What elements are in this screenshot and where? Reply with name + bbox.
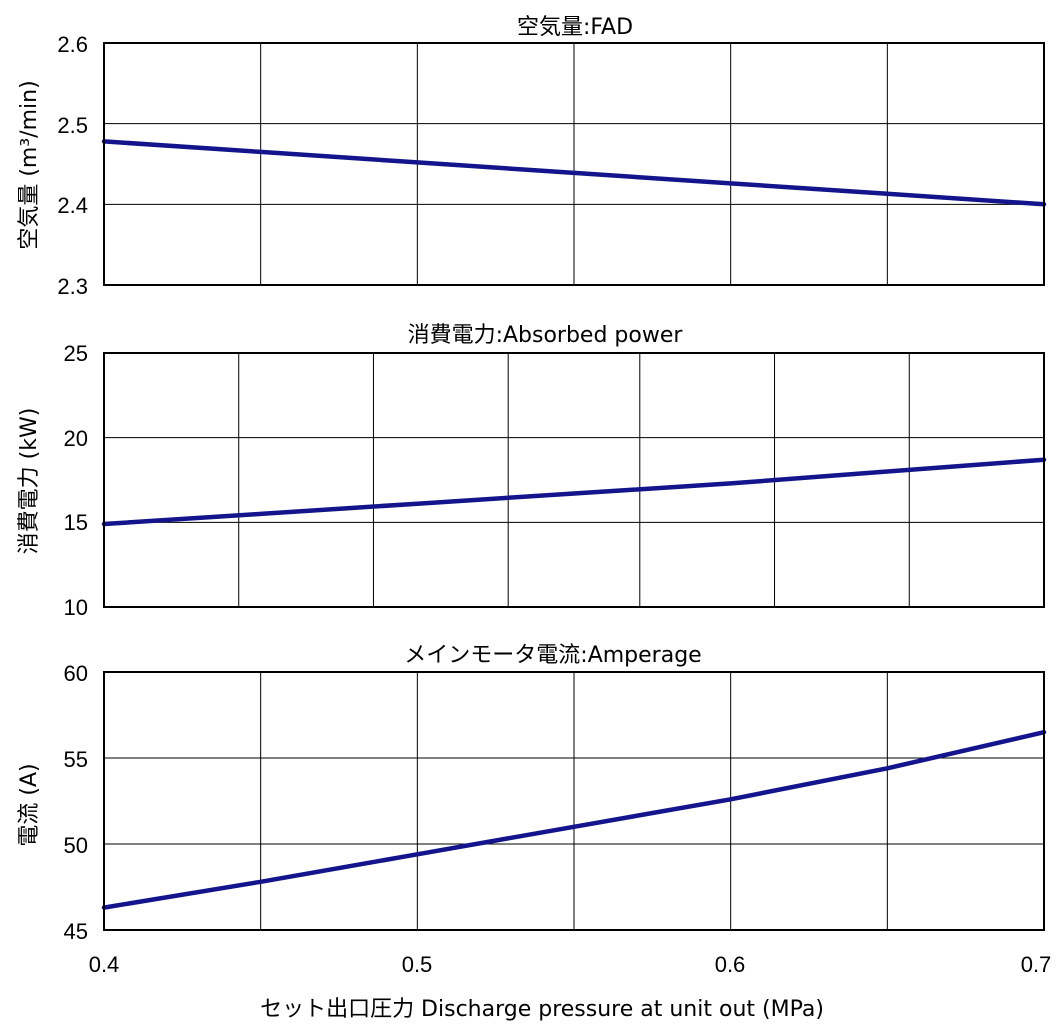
amperage-y-tick: 55: [64, 747, 88, 772]
fad-y-tick: 2.4: [57, 193, 88, 218]
amperage-panel: メインモータ電流:Amperage 電流 (A) 60 55 50 45: [17, 643, 1047, 944]
fad-series-line: [101, 139, 1047, 207]
power-y-axis-label: 消費電力 (kW): [17, 408, 42, 555]
fad-panel: 空気量:FAD 空気量 (m³/min) 2.6 2.5 2.4 2.3: [17, 15, 1047, 299]
amperage-plot-frame: [103, 671, 1045, 931]
x-axis: 0.4 0.5 0.6 0.7 セット出口圧力 Discharge pressu…: [89, 952, 1052, 1022]
power-y-tick: 20: [64, 426, 88, 451]
fad-y-tick: 2.5: [57, 113, 88, 138]
amperage-y-tick: 45: [64, 919, 88, 944]
power-title: 消費電力:Absorbed power: [408, 323, 684, 348]
x-tick: 0.7: [1021, 952, 1052, 977]
fad-y-axis-label: 空気量 (m³/min): [17, 80, 42, 249]
power-y-ticks: 25 20 15 10: [64, 341, 88, 620]
x-tick: 0.5: [402, 952, 433, 977]
x-tick: 0.6: [715, 952, 746, 977]
fad-y-ticks: 2.6 2.5 2.4 2.3: [57, 32, 88, 299]
fad-title: 空気量:FAD: [517, 15, 633, 40]
fad-y-tick: 2.6: [57, 32, 88, 57]
fad-y-tick: 2.3: [57, 274, 88, 299]
power-panel: 消費電力:Absorbed power 消費電力 (kW) 25 20 15 1…: [17, 323, 1047, 620]
amperage-series-line: [101, 729, 1047, 910]
amperage-y-tick: 50: [64, 833, 88, 858]
amperage-gridlines: [103, 671, 1045, 931]
amperage-title: メインモータ電流:Amperage: [404, 643, 701, 668]
power-plot-frame: [103, 352, 1045, 608]
x-axis-label: セット出口圧力 Discharge pressure at unit out (…: [260, 997, 824, 1022]
fad-gridlines: [103, 42, 1045, 286]
power-gridlines: [103, 352, 1045, 608]
fad-plot-frame: [103, 42, 1045, 286]
x-tick: 0.4: [89, 952, 120, 977]
power-series-line: [101, 457, 1047, 527]
power-y-tick: 15: [64, 510, 88, 535]
amperage-y-tick: 60: [64, 661, 88, 686]
power-y-tick: 25: [64, 341, 88, 366]
power-y-tick: 10: [64, 595, 88, 620]
amperage-y-axis-label: 電流 (A): [17, 763, 42, 846]
amperage-y-ticks: 60 55 50 45: [64, 661, 88, 944]
